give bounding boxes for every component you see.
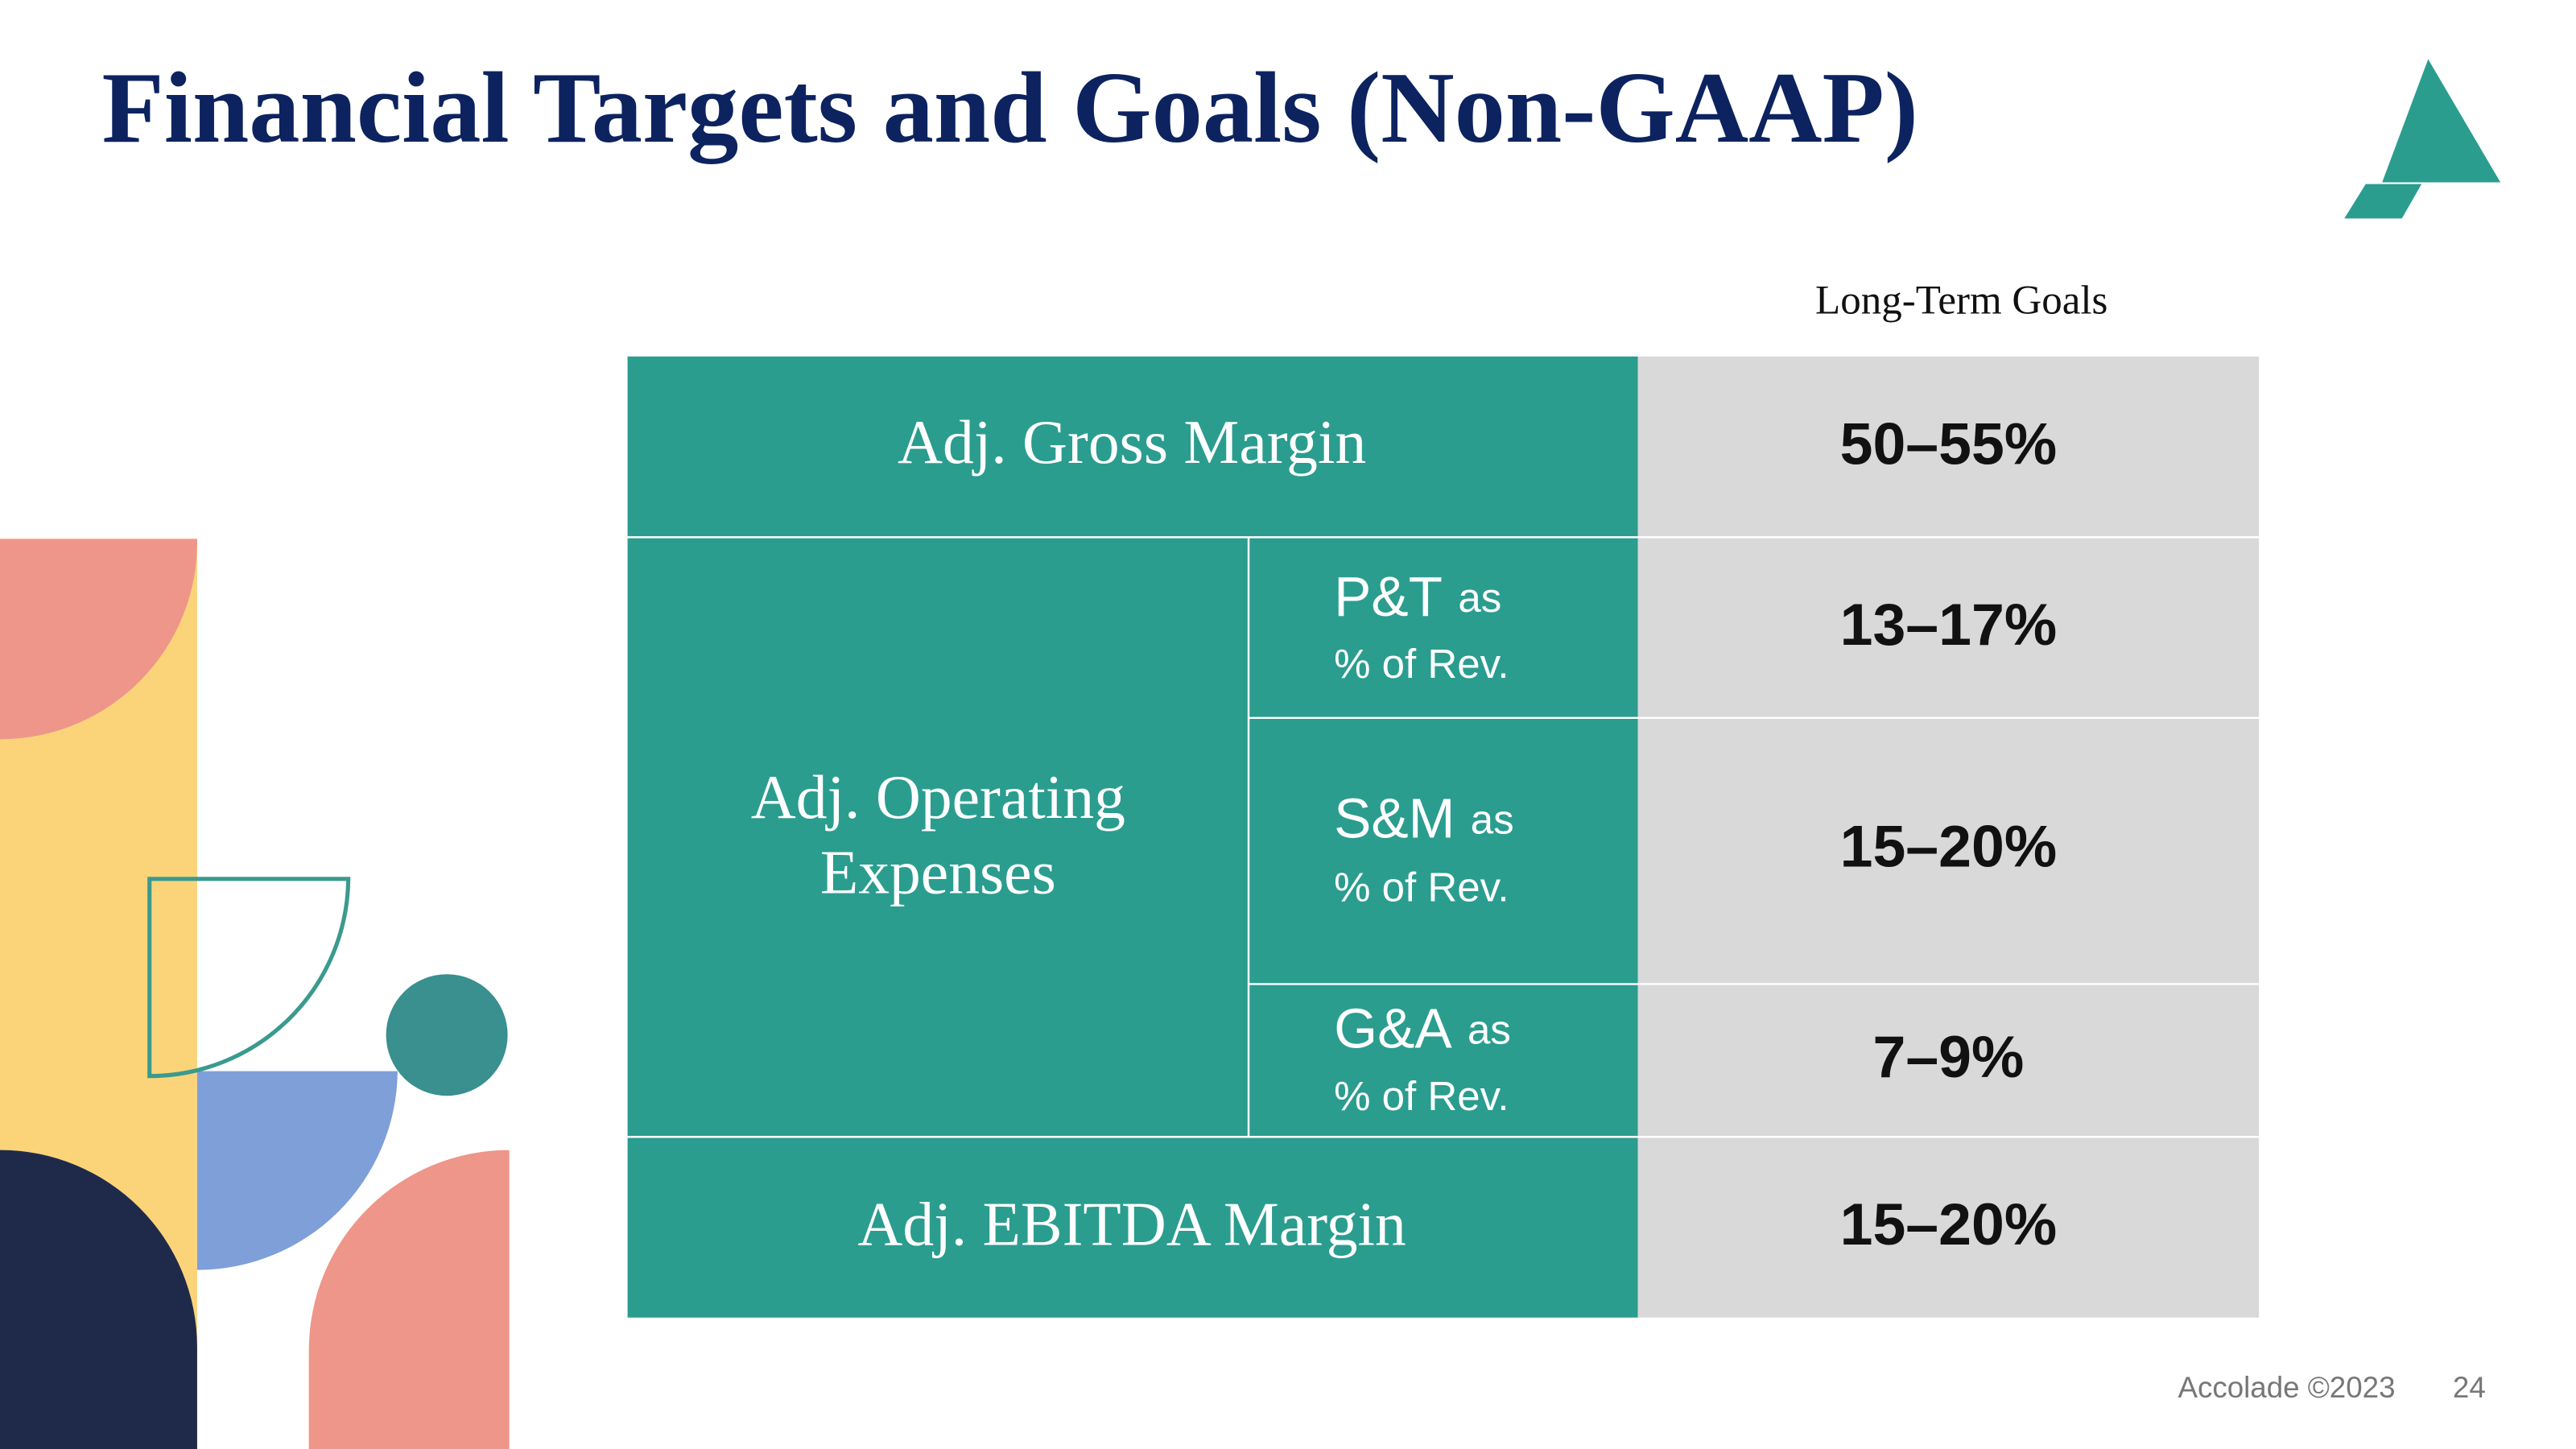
sub-label-name: P&T (1334, 565, 1443, 628)
goal-value: 15–20% (1840, 1191, 2058, 1257)
label-column (627, 356, 1638, 1318)
sub-label-suffix: as (1468, 1007, 1511, 1053)
column-header: Long-Term Goals (1815, 278, 2107, 323)
table: Adj. Gross Margin 50–55% Adj. Operating … (627, 356, 2260, 1318)
goal-column (1637, 356, 2260, 1318)
sub-label-line2: % of Rev. (1334, 1073, 1509, 1119)
footer-brand: Accolade ©2023 (2178, 1371, 2396, 1404)
sub-label-suffix: as (1471, 797, 1514, 843)
sub-label: S&M as (1334, 787, 1514, 850)
slide-title: Financial Targets and Goals (Non-GAAP) (102, 52, 1918, 164)
sub-label: P&T as (1334, 565, 1501, 628)
goal-value: 7–9% (1872, 1023, 2024, 1090)
page-number: 24 (2453, 1371, 2486, 1404)
row-label: Adj. EBITDA Margin (857, 1189, 1406, 1258)
sub-label-name: S&M (1334, 787, 1455, 850)
sub-label: G&A as (1334, 997, 1511, 1060)
goal-value: 13–17% (1840, 591, 2058, 658)
row-label: Adj. Gross Margin (898, 407, 1366, 477)
sub-label-suffix: as (1458, 575, 1501, 621)
goal-value: 50–55% (1840, 411, 2058, 477)
sub-label-name: G&A (1334, 997, 1452, 1060)
logo (2344, 59, 2501, 219)
sub-label-line2: % of Rev. (1334, 865, 1509, 910)
sub-label-line2: % of Rev. (1334, 641, 1509, 687)
cell-borders (627, 536, 2260, 1138)
group-label: Adj. Operating (751, 762, 1125, 832)
goal-value: 15–20% (1840, 813, 2058, 880)
decoration (0, 539, 510, 1449)
group-label: Expenses (820, 838, 1056, 907)
